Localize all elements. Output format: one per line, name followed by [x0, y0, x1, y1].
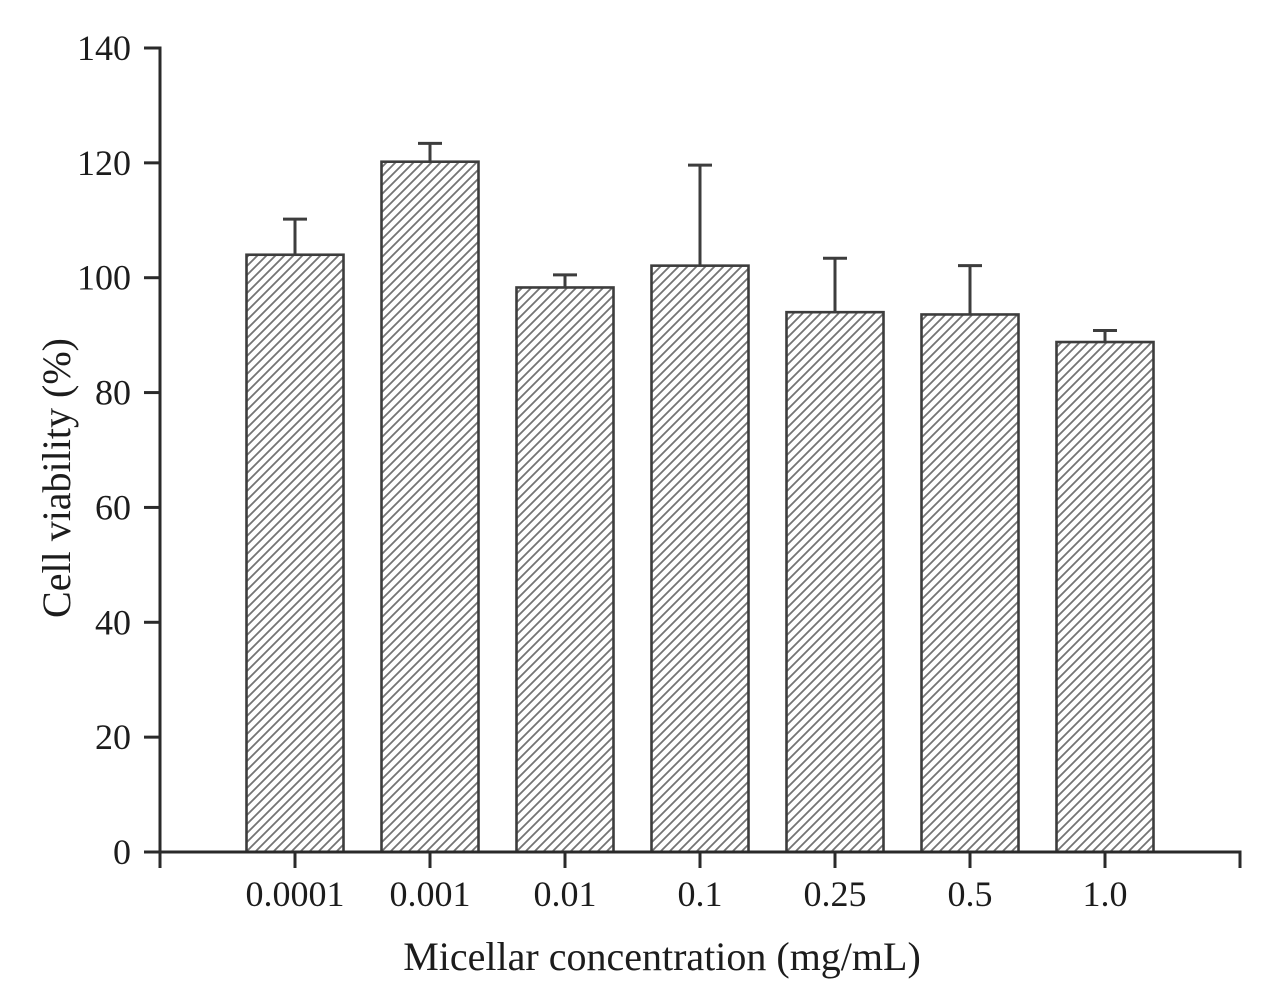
y-tick-label: 20 — [95, 717, 131, 757]
x-tick-label: 0.5 — [948, 874, 993, 914]
bar — [245, 253, 345, 854]
y-tick-label: 120 — [77, 143, 131, 183]
y-axis-title: Cell viability (%) — [34, 338, 79, 618]
error-bars-layer — [283, 141, 1117, 343]
y-tick-label: 40 — [95, 602, 131, 642]
bar — [1055, 340, 1155, 854]
x-tick-label: 0.0001 — [246, 874, 345, 914]
bars-layer — [245, 160, 1155, 854]
bar — [650, 264, 750, 854]
x-tick-label: 1.0 — [1083, 874, 1128, 914]
y-tick-label: 60 — [95, 487, 131, 527]
bar — [785, 310, 885, 854]
y-tick-label: 80 — [95, 373, 131, 413]
x-tick-label: 0.1 — [678, 874, 723, 914]
y-tick-label: 100 — [77, 258, 131, 298]
y-tick-label: 140 — [77, 28, 131, 68]
ticks-layer — [144, 46, 1242, 868]
x-axis-title: Micellar concentration (mg/mL) — [403, 934, 921, 979]
y-tick-label: 0 — [113, 832, 131, 872]
bar — [380, 160, 480, 854]
tick-labels-layer: 0 20 40 60 80 100 120 140 0.0001 0.001 0.01 0.1 0.25… — [77, 28, 1128, 914]
x-tick-label: 0.001 — [390, 874, 471, 914]
x-tick-label: 0.01 — [534, 874, 597, 914]
bar — [515, 286, 615, 854]
bar — [920, 313, 1020, 854]
x-tick-label: 0.25 — [804, 874, 867, 914]
